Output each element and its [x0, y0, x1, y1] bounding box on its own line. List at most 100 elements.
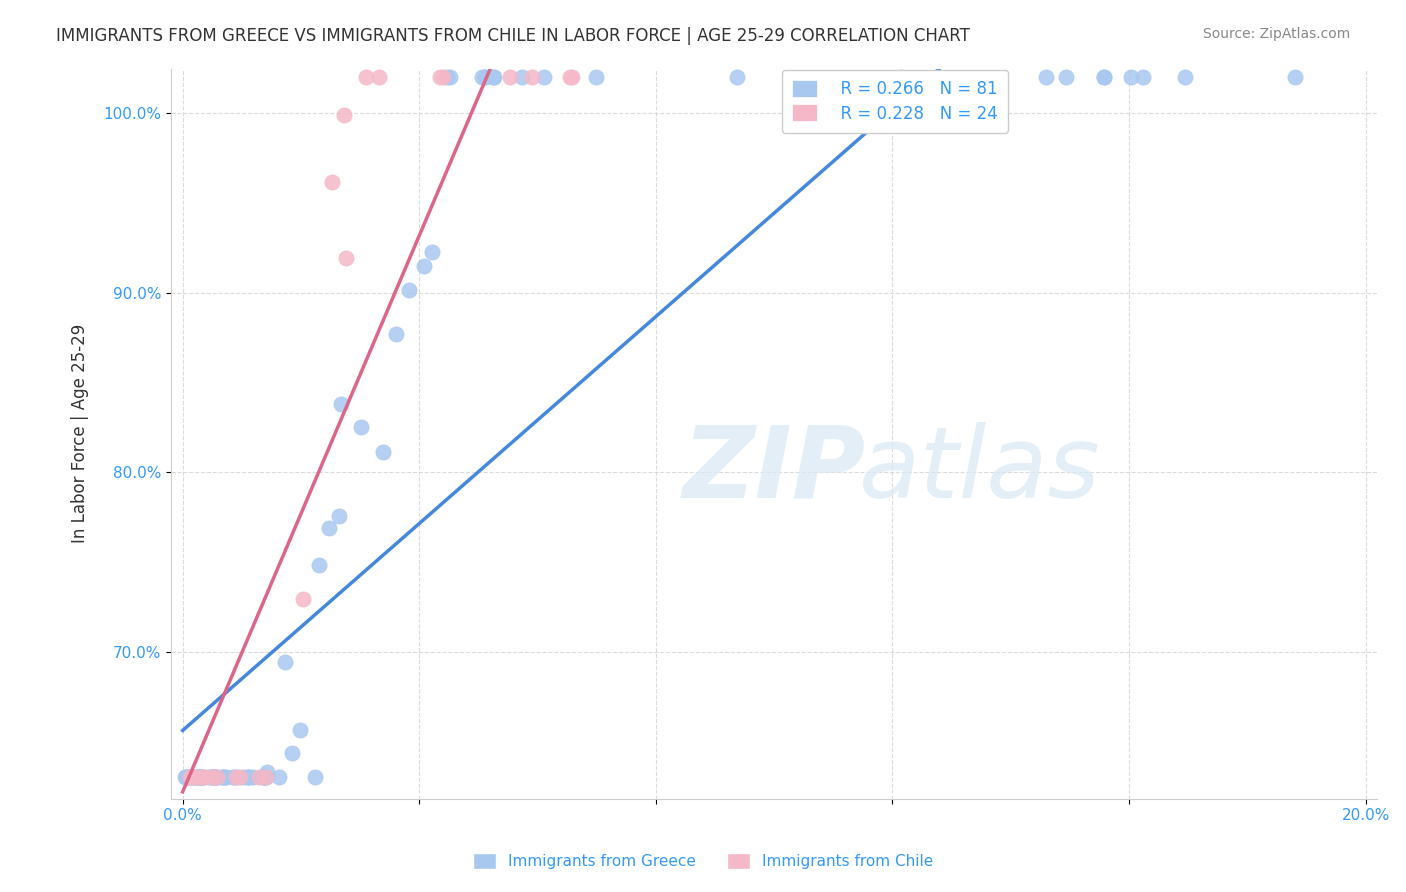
Point — [247, 770, 270, 784]
Point — [1035, 70, 1057, 85]
Point — [229, 770, 252, 784]
Point — [193, 770, 215, 784]
Point — [1119, 70, 1142, 85]
Point — [384, 326, 406, 341]
Legend:   R = 0.266   N = 81,   R = 0.228   N = 24: R = 0.266 N = 81, R = 0.228 N = 24 — [782, 70, 1008, 133]
Text: Source: ZipAtlas.com: Source: ZipAtlas.com — [1202, 27, 1350, 41]
Point — [225, 770, 247, 784]
Point — [198, 770, 221, 784]
Point — [308, 558, 330, 572]
Point — [328, 508, 350, 523]
Text: ZIP: ZIP — [683, 422, 866, 518]
Point — [205, 770, 228, 784]
Point — [238, 770, 260, 784]
Point — [180, 770, 202, 784]
Point — [207, 770, 229, 784]
Point — [215, 770, 238, 784]
Point — [201, 770, 224, 784]
Point — [224, 770, 246, 784]
Point — [179, 770, 201, 784]
Point — [439, 70, 461, 85]
Point — [214, 770, 236, 784]
Point — [200, 770, 222, 784]
Point — [177, 770, 200, 784]
Point — [193, 770, 215, 784]
Point — [288, 723, 311, 738]
Point — [191, 770, 214, 784]
Point — [202, 770, 225, 784]
Point — [561, 70, 583, 85]
Point — [180, 770, 202, 784]
Point — [420, 244, 443, 259]
Legend: Immigrants from Greece, Immigrants from Chile: Immigrants from Greece, Immigrants from … — [467, 847, 939, 875]
Point — [186, 770, 208, 784]
Point — [242, 770, 264, 784]
Point — [471, 70, 494, 85]
Point — [235, 770, 257, 784]
Point — [253, 770, 276, 784]
Point — [181, 770, 204, 784]
Point — [474, 70, 496, 85]
Point — [190, 770, 212, 784]
Point — [176, 770, 198, 784]
Point — [558, 70, 581, 85]
Point — [225, 770, 247, 784]
Point — [318, 521, 340, 535]
Point — [187, 770, 209, 784]
Point — [187, 770, 209, 784]
Point — [252, 770, 274, 784]
Point — [177, 770, 200, 784]
Point — [481, 70, 503, 85]
Point — [254, 770, 277, 784]
Point — [190, 770, 212, 784]
Point — [191, 770, 214, 784]
Point — [236, 770, 259, 784]
Point — [254, 770, 277, 784]
Point — [174, 770, 197, 784]
Point — [1092, 70, 1115, 85]
Point — [252, 770, 274, 784]
Point — [204, 770, 226, 784]
Point — [510, 70, 533, 85]
Point — [371, 445, 394, 459]
Point — [413, 259, 436, 273]
Point — [267, 770, 290, 784]
Point — [183, 770, 205, 784]
Point — [474, 70, 496, 85]
Point — [1132, 70, 1154, 85]
Point — [354, 70, 377, 85]
Point — [398, 284, 420, 298]
Point — [432, 70, 454, 85]
Point — [1174, 70, 1197, 85]
Point — [274, 655, 297, 669]
Point — [350, 420, 373, 434]
Point — [429, 70, 451, 85]
Point — [191, 770, 214, 784]
Point — [499, 70, 522, 85]
Point — [212, 770, 235, 784]
Text: atlas: atlas — [859, 422, 1101, 518]
Point — [482, 70, 505, 85]
Point — [281, 747, 304, 761]
Point — [436, 70, 458, 85]
Point — [232, 770, 254, 784]
Point — [335, 252, 357, 266]
Point — [204, 770, 226, 784]
Point — [184, 770, 207, 784]
Point — [304, 770, 326, 784]
Point — [1054, 70, 1077, 85]
Point — [890, 70, 912, 85]
Point — [190, 770, 212, 784]
Point — [201, 770, 224, 784]
Point — [321, 175, 343, 189]
Point — [222, 770, 245, 784]
Point — [367, 70, 389, 85]
Point — [292, 592, 315, 607]
Point — [207, 770, 229, 784]
Point — [256, 765, 278, 780]
Point — [253, 770, 276, 784]
Point — [173, 770, 195, 784]
Point — [585, 70, 607, 85]
Text: IMMIGRANTS FROM GREECE VS IMMIGRANTS FROM CHILE IN LABOR FORCE | AGE 25-29 CORRE: IMMIGRANTS FROM GREECE VS IMMIGRANTS FRO… — [56, 27, 970, 45]
Point — [330, 397, 353, 411]
